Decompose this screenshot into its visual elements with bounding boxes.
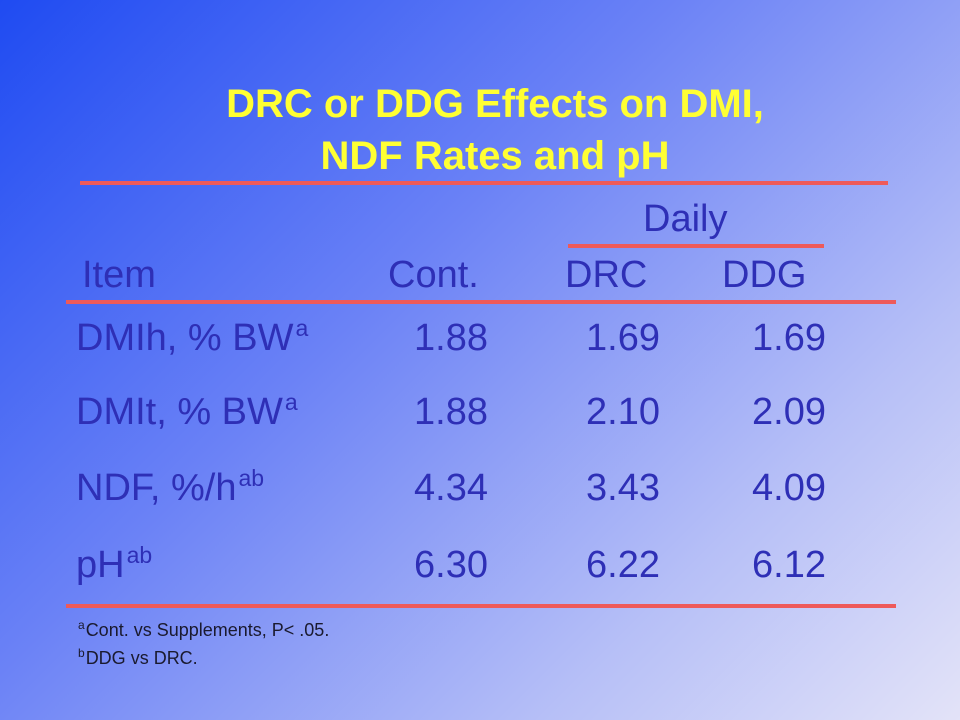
cell-cont: 1.88 (414, 317, 488, 359)
table-row-label: DMIh, % BWa (76, 316, 308, 360)
cell-drc: 1.69 (586, 317, 660, 359)
slide-title-line-2: NDF Rates and pH (320, 134, 670, 178)
row-label-text: DMIt, % BW (76, 391, 283, 433)
cell-cont: 1.88 (414, 391, 488, 433)
cell-cont: 4.34 (414, 467, 488, 509)
cell-drc: 6.22 (586, 544, 660, 586)
footnote-marker: a (78, 618, 85, 632)
table-row-label: NDF, %/hab (76, 466, 264, 510)
footnote-b: bDDG vs DRC. (78, 647, 198, 669)
header-underline (66, 300, 896, 304)
table-row-label: DMIt, % BWa (76, 390, 298, 434)
header-drc: DRC (565, 254, 648, 296)
row-label-text: DMIh, % BW (76, 317, 294, 359)
footnote-marker: b (78, 646, 85, 660)
row-label-text: NDF, %/h (76, 467, 237, 509)
header-ddg: DDG (722, 254, 807, 296)
row-label-superscript: a (284, 389, 298, 415)
header-item: Item (82, 254, 156, 296)
row-label-superscript: ab (238, 465, 265, 491)
daily-group-underline (568, 244, 824, 248)
row-label-text: pH (76, 544, 125, 586)
title-underline (80, 181, 888, 185)
footnote-text: Cont. vs Supplements, P< .05. (85, 620, 330, 640)
slide-title-line-1: DRC or DDG Effects on DMI, (226, 82, 764, 126)
row-label-superscript: a (295, 315, 309, 341)
cell-ddg: 1.69 (752, 317, 826, 359)
cell-cont: 6.30 (414, 544, 488, 586)
slide-title: DRC or DDG Effects on DMI, NDF Rates and… (0, 78, 960, 182)
cell-ddg: 4.09 (752, 467, 826, 509)
cell-ddg: 6.12 (752, 544, 826, 586)
cell-drc: 3.43 (586, 467, 660, 509)
table-row-label: pHab (76, 543, 152, 587)
footnote-text: DDG vs DRC. (85, 648, 198, 668)
header-cont: Cont. (388, 254, 479, 296)
table-bottom-rule (66, 604, 896, 608)
row-label-superscript: ab (126, 542, 153, 568)
footnote-a: aCont. vs Supplements, P< .05. (78, 619, 329, 641)
cell-ddg: 2.09 (752, 391, 826, 433)
cell-drc: 2.10 (586, 391, 660, 433)
daily-group-header: Daily (643, 198, 728, 240)
